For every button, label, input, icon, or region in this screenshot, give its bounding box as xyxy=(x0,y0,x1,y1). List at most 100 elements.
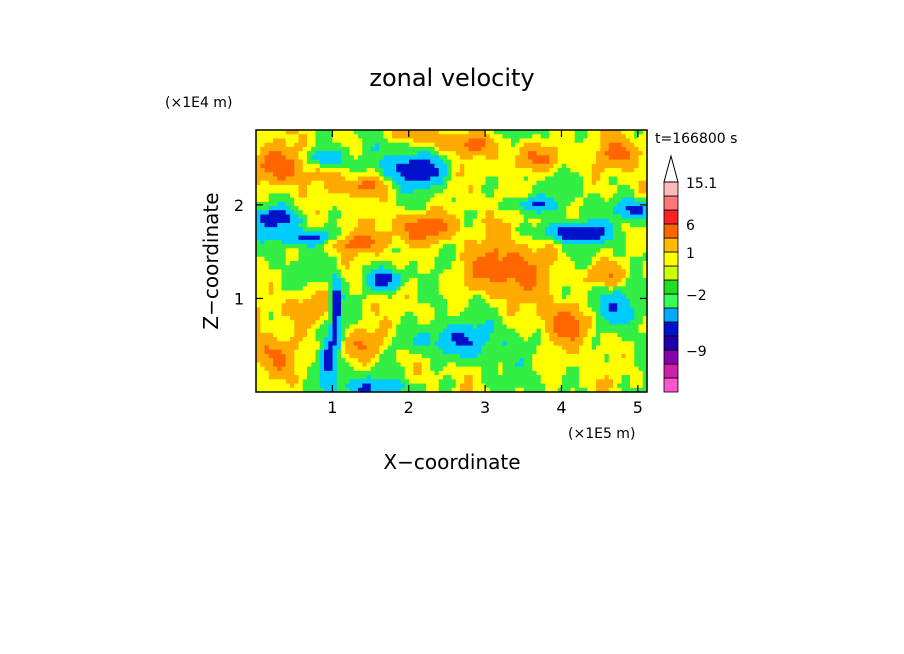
field-cell xyxy=(362,252,368,258)
field-cell xyxy=(481,265,487,271)
field-cell xyxy=(319,290,325,296)
field-cell xyxy=(502,197,508,203)
field-cell xyxy=(642,227,647,233)
field-cell xyxy=(256,235,261,241)
field-cell xyxy=(264,231,270,237)
field-cell xyxy=(519,353,525,359)
field-cell xyxy=(553,252,559,258)
field-cell xyxy=(536,155,542,161)
field-cell xyxy=(438,286,444,292)
field-cell xyxy=(277,353,283,359)
field-cell xyxy=(413,337,419,342)
field-cell xyxy=(302,189,308,194)
field-cell xyxy=(434,315,440,321)
field-cell xyxy=(608,303,614,309)
field-cell xyxy=(400,218,406,224)
field-cell xyxy=(642,299,647,304)
field-cell xyxy=(540,180,546,186)
field-cell xyxy=(268,206,274,211)
field-cell xyxy=(400,168,406,173)
field-cell xyxy=(324,184,329,190)
field-cell xyxy=(387,320,393,325)
field-cell xyxy=(324,159,329,165)
field-cell xyxy=(566,159,572,165)
field-cell xyxy=(562,146,567,152)
field-cell xyxy=(625,324,631,330)
field-cell xyxy=(328,311,334,317)
field-cell xyxy=(523,214,529,220)
field-cell xyxy=(511,307,516,313)
field-cell xyxy=(485,130,491,135)
field-cell xyxy=(285,146,291,152)
field-cell xyxy=(392,168,397,173)
field-cell xyxy=(642,231,647,237)
field-cell xyxy=(345,210,351,216)
field-cell xyxy=(417,328,423,334)
field-cell xyxy=(379,256,385,262)
field-cell xyxy=(506,168,512,173)
field-cell xyxy=(617,180,623,186)
field-cell xyxy=(264,341,270,347)
field-cell xyxy=(485,244,491,249)
field-cell xyxy=(319,307,325,313)
field-cell xyxy=(455,180,461,186)
field-cell xyxy=(302,222,308,228)
field-cell xyxy=(345,349,351,355)
field-cell xyxy=(324,138,329,144)
field-cell xyxy=(319,256,325,262)
field-cell xyxy=(341,197,346,203)
field-cell xyxy=(268,277,274,283)
field-cell xyxy=(332,282,338,287)
field-cell xyxy=(532,184,538,190)
field-cell xyxy=(523,168,529,173)
field-cell xyxy=(583,282,589,287)
field-cell xyxy=(336,269,342,275)
field-cell xyxy=(430,294,436,300)
field-cell xyxy=(264,214,270,220)
field-cell xyxy=(426,261,431,266)
field-cell xyxy=(468,222,474,228)
field-cell xyxy=(421,324,427,330)
field-cell xyxy=(485,337,491,342)
field-cell xyxy=(387,222,393,228)
field-cell xyxy=(328,353,334,359)
field-cell xyxy=(511,261,516,266)
field-cell xyxy=(277,286,283,292)
field-cell xyxy=(379,341,385,347)
field-cell xyxy=(447,290,453,296)
field-cell xyxy=(532,273,538,279)
field-cell xyxy=(336,134,342,140)
field-cell xyxy=(358,341,363,347)
field-cell xyxy=(328,210,334,216)
field-cell xyxy=(557,265,563,271)
field-cell xyxy=(515,163,521,169)
field-cell xyxy=(447,345,453,351)
field-cell xyxy=(587,197,593,203)
field-cell xyxy=(336,315,342,321)
field-cell xyxy=(387,231,393,237)
field-cell xyxy=(464,256,470,262)
field-cell xyxy=(562,193,567,199)
field-cell xyxy=(400,353,406,359)
field-cell xyxy=(324,197,329,203)
field-cell xyxy=(502,252,508,258)
field-cell xyxy=(345,311,351,317)
field-cell xyxy=(298,299,304,304)
field-cell xyxy=(634,130,640,135)
field-cell xyxy=(417,176,423,182)
field-cell xyxy=(400,265,406,271)
field-cell xyxy=(307,315,312,321)
field-cell xyxy=(383,163,389,169)
field-cell xyxy=(468,184,474,190)
field-cell xyxy=(443,273,448,279)
field-cell xyxy=(617,163,623,169)
field-cell xyxy=(485,349,491,355)
field-cell xyxy=(600,307,606,313)
field-cell xyxy=(285,214,291,220)
field-cell xyxy=(608,252,614,258)
field-cell xyxy=(498,353,504,359)
field-cell xyxy=(341,303,346,309)
field-cell xyxy=(379,168,385,173)
field-cell xyxy=(583,286,589,292)
field-cell xyxy=(634,353,640,359)
